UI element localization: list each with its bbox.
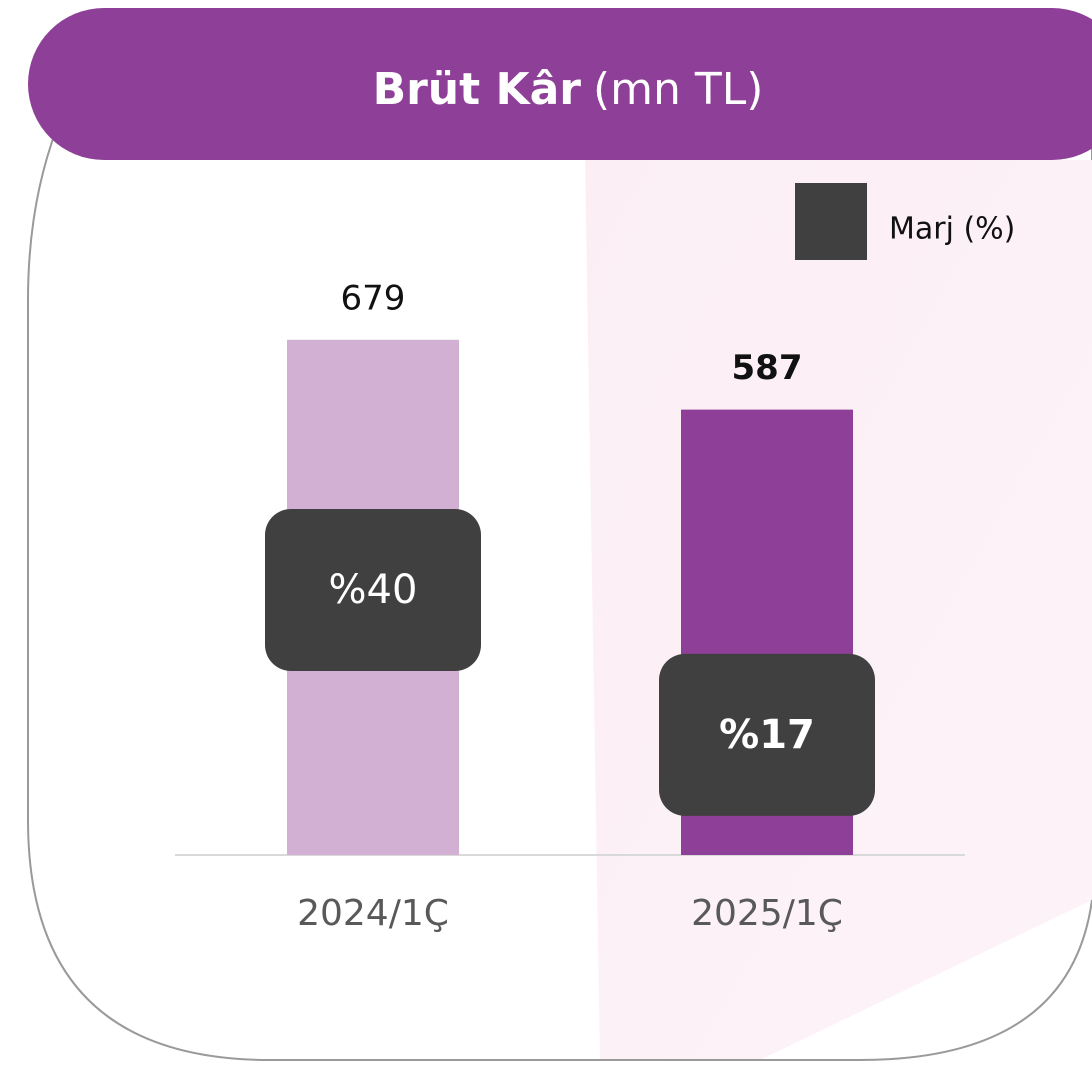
value-label: 679 [341,278,406,318]
value-label: 587 [732,348,803,388]
margin-label: %40 [329,567,418,613]
card-border [27,119,1092,1061]
legend-swatch [795,183,867,260]
margin-box [265,509,481,671]
title-main: Brüt Kâr [373,64,582,115]
chart-title: Brüt Kâr (mn TL) [373,64,764,115]
x-tick-label: 2024/1Ç [297,893,449,934]
title-unit: (mn TL) [593,64,763,115]
margin-box [659,653,875,816]
header [28,8,1092,160]
margin-label: %17 [719,712,815,758]
x-tick-label: 2025/1Ç [691,893,843,934]
legend-label: Marj (%) [889,212,1015,247]
